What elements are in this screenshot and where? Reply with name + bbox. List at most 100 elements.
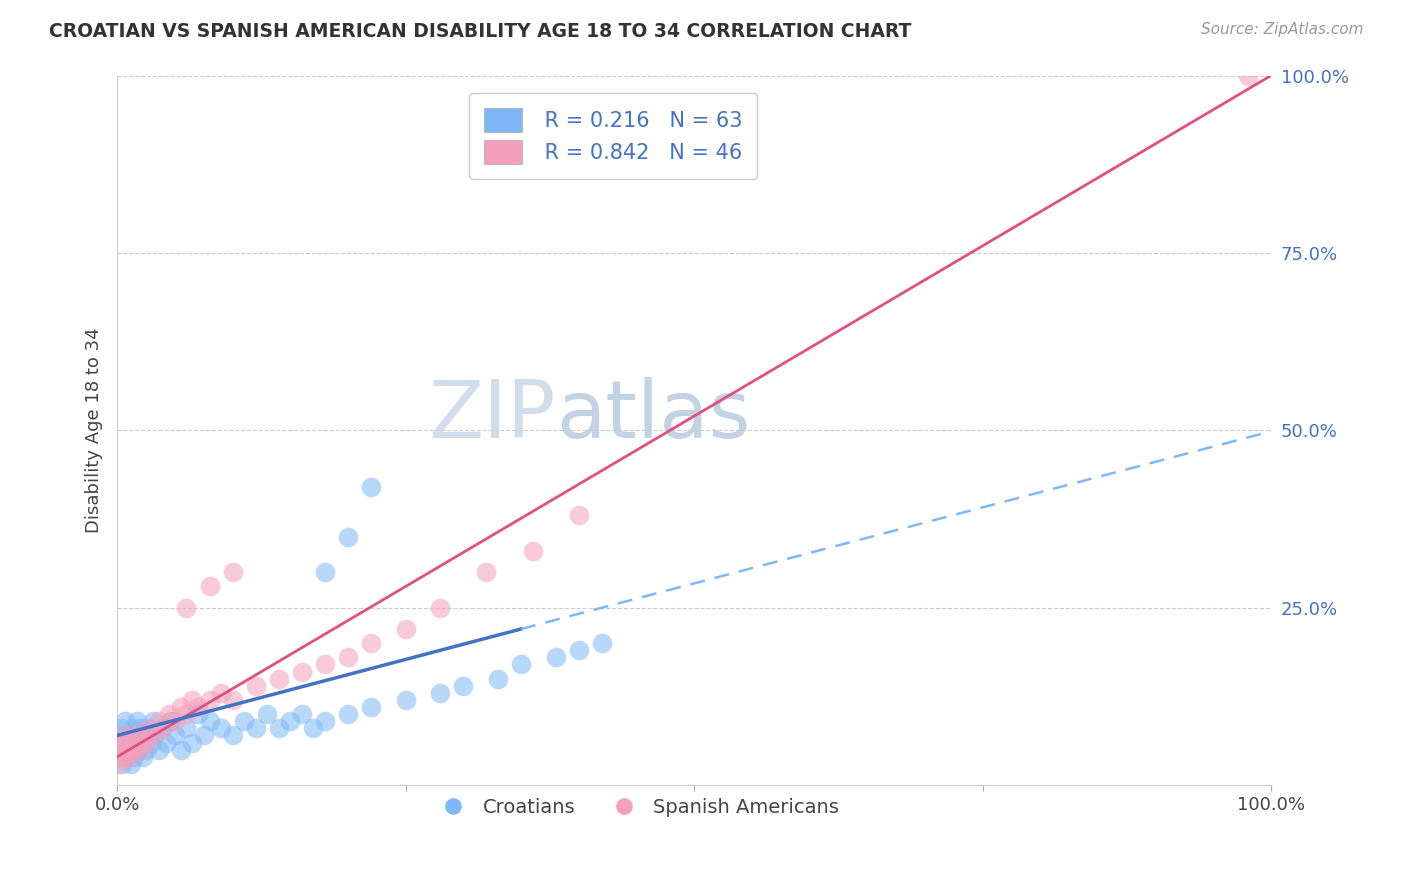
Point: [112, 742, 135, 756]
Point: [131, 749, 153, 764]
Point: [336, 707, 359, 722]
Point: [163, 714, 186, 729]
Point: [131, 722, 153, 736]
Point: [510, 657, 533, 672]
Point: [209, 686, 232, 700]
Point: [111, 742, 134, 756]
Point: [360, 636, 382, 650]
Point: [148, 742, 170, 756]
Point: [121, 735, 143, 749]
Point: [115, 735, 138, 749]
Point: [176, 600, 198, 615]
Point: [124, 749, 146, 764]
Point: [108, 742, 131, 756]
Point: [152, 722, 174, 736]
Point: [291, 665, 314, 679]
Point: [181, 735, 204, 749]
Point: [138, 722, 160, 736]
Point: [198, 579, 221, 593]
Point: [245, 679, 267, 693]
Point: [110, 749, 132, 764]
Point: [114, 749, 136, 764]
Point: [453, 679, 475, 693]
Point: [118, 749, 141, 764]
Point: [132, 728, 155, 742]
Point: [135, 742, 157, 756]
Point: [221, 566, 243, 580]
Point: [187, 707, 209, 722]
Point: [148, 714, 170, 729]
Point: [591, 636, 613, 650]
Point: [114, 714, 136, 729]
Point: [221, 728, 243, 742]
Point: [138, 722, 160, 736]
Point: [544, 650, 567, 665]
Point: [245, 722, 267, 736]
Point: [129, 742, 152, 756]
Point: [429, 686, 451, 700]
Point: [314, 566, 336, 580]
Point: [1237, 69, 1260, 83]
Point: [105, 742, 128, 756]
Point: [122, 722, 145, 736]
Point: [115, 749, 138, 764]
Point: [198, 693, 221, 707]
Text: atlas: atlas: [555, 377, 749, 455]
Point: [120, 756, 142, 771]
Point: [267, 672, 290, 686]
Point: [124, 735, 146, 749]
Point: [118, 728, 141, 742]
Point: [120, 735, 142, 749]
Point: [176, 707, 198, 722]
Point: [127, 742, 149, 756]
Point: [110, 722, 132, 736]
Point: [336, 530, 359, 544]
Point: [124, 728, 146, 742]
Point: [131, 728, 153, 742]
Point: [336, 650, 359, 665]
Point: [142, 714, 165, 729]
Point: [302, 722, 325, 736]
Point: [486, 672, 509, 686]
Point: [135, 735, 157, 749]
Point: [157, 707, 180, 722]
Point: [360, 700, 382, 714]
Point: [139, 735, 162, 749]
Point: [118, 742, 141, 756]
Point: [125, 714, 148, 729]
Point: [107, 756, 129, 771]
Point: [475, 566, 498, 580]
Point: [193, 728, 215, 742]
Point: [143, 728, 166, 742]
Point: [221, 693, 243, 707]
Point: [314, 657, 336, 672]
Point: [150, 722, 173, 736]
Point: [360, 480, 382, 494]
Point: [129, 735, 152, 749]
Point: [267, 722, 290, 736]
Point: [198, 714, 221, 729]
Y-axis label: Disability Age 18 to 34: Disability Age 18 to 34: [86, 327, 103, 533]
Point: [105, 749, 128, 764]
Point: [233, 714, 256, 729]
Point: [111, 728, 134, 742]
Point: [187, 700, 209, 714]
Point: [163, 728, 186, 742]
Point: [107, 749, 129, 764]
Point: [111, 735, 134, 749]
Text: ZIP: ZIP: [429, 377, 555, 455]
Legend: Croatians, Spanish Americans: Croatians, Spanish Americans: [426, 790, 846, 825]
Point: [127, 735, 149, 749]
Point: [522, 544, 544, 558]
Point: [159, 714, 181, 729]
Point: [429, 600, 451, 615]
Point: [568, 643, 591, 657]
Point: [122, 742, 145, 756]
Point: [395, 622, 418, 636]
Text: Source: ZipAtlas.com: Source: ZipAtlas.com: [1201, 22, 1364, 37]
Point: [143, 728, 166, 742]
Point: [108, 735, 131, 749]
Point: [169, 742, 191, 756]
Point: [155, 735, 177, 749]
Point: [128, 728, 150, 742]
